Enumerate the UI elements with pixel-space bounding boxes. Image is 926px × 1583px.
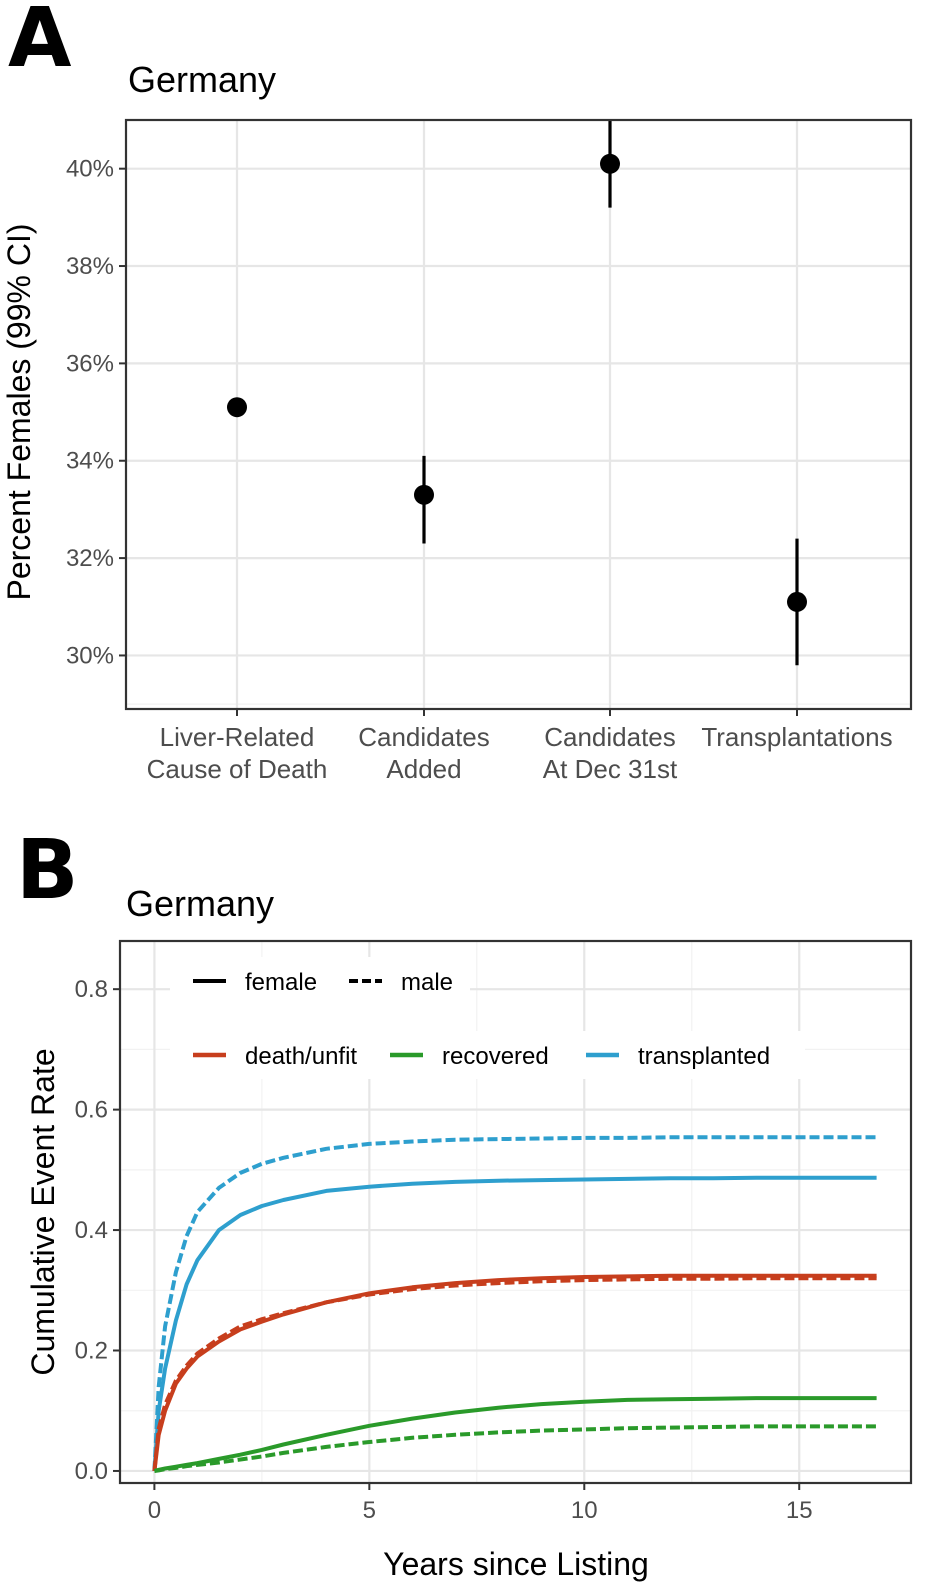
panel-b-y-tick-label: 0.6 [75,1097,108,1124]
panel-b-legend-label-recovered: recovered [442,1043,549,1070]
panel-b-y-axis-title: Cumulative Event Rate [25,1048,61,1375]
panel-a-y-tick-label: 32% [66,545,114,572]
panel-a-y-tick-label: 30% [66,642,114,669]
panel-b-lines [152,1135,877,1473]
panel-a-point [600,153,620,174]
panel-b-y-tick-label: 0.8 [75,976,108,1003]
panel-a-category-label: Liver-Related [160,722,315,752]
panel-b-series-line-recovered-female [153,1396,877,1473]
panel-a-category-label: Added [386,754,461,784]
panel-b-legend-label-death-unfit: death/unfit [245,1043,357,1070]
panel-a-category-label: Cause of Death [147,754,328,784]
panel-b-series-line-death-unfit-female [152,1273,877,1472]
panel-a-category-label: Transplantations [701,722,892,752]
panel-b-title: Germany [126,883,274,924]
panel-b-x-tick-label: 0 [148,1497,161,1524]
panel-b-legend: female male death/unfit recovered transplant… [170,957,805,1079]
panel-b-letter: B [16,823,79,918]
panel-b-y-tick-label: 0.0 [75,1458,108,1485]
panel-a-y-tick-label: 38% [66,253,114,280]
panel-a-category-label: At Dec 31st [543,754,678,784]
panel-b-y-tick-label: 0.2 [75,1338,108,1365]
panel-b-legend-label-male: male [401,969,453,996]
panel-b-series-line-recovered-male [154,1424,877,1473]
panel-a-y-tick-label: 36% [66,350,114,377]
panel-a-y-tick-label: 40% [66,156,114,183]
panel-a-point [227,397,247,418]
panel-b-x-tick-label: 10 [571,1497,598,1524]
panel-b-legend-label-transplanted: transplanted [638,1043,770,1070]
panel-b-y-tick-label: 0.4 [75,1217,108,1244]
panel-a-point [414,484,434,505]
panel-b-legend-background [170,1031,805,1079]
panel-a-point [787,591,807,612]
panel-a-category-label: Candidates [358,722,490,752]
panel-a-y-tick-label: 34% [66,448,114,475]
panel-b-legend-label-female: female [245,969,317,996]
panel-b-x-axis-title: Years since Listing [383,1546,649,1582]
panel-b-series-line-transplanted-female [152,1175,877,1472]
panel-b-x-tick-label: 15 [786,1497,813,1524]
panel-a-y-axis-title: Percent Females (99% CI) [1,223,37,600]
panel-b-series-line-transplanted-male [152,1135,877,1472]
panel-a-title: Germany [128,59,276,100]
panel-b-series-line-death-unfit-male [152,1276,877,1472]
panel-a-border [124,118,913,711]
panel-a-marks [227,120,807,666]
panel-b-axes: 0.0 0.2 0.4 0.6 0.8 0 5 10 15 [75,976,813,1524]
panel-b-border [118,939,913,1485]
panel-b-gridlines [120,941,911,1483]
panel-a-letter: A [8,0,72,86]
panel-a-category-label: Candidates [544,722,676,752]
panel-b-x-tick-label: 5 [363,1497,376,1524]
